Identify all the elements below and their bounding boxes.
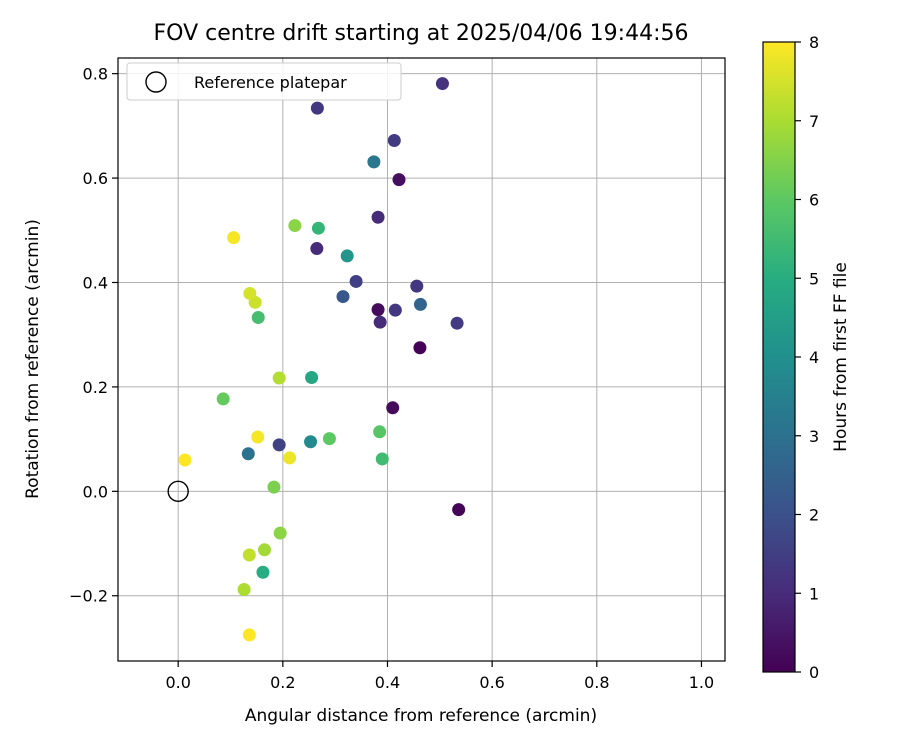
legend-entry-reference: Reference platepar xyxy=(194,73,347,92)
data-point xyxy=(272,371,286,385)
chart-title: FOV centre drift starting at 2025/04/06 … xyxy=(154,21,689,46)
data-point xyxy=(272,438,286,452)
colorbar-tick-label: 6 xyxy=(809,191,819,210)
colorbar-tick-label: 4 xyxy=(809,348,819,367)
y-tick-label: 0.2 xyxy=(83,378,108,397)
data-point xyxy=(375,452,389,466)
data-point xyxy=(336,290,350,304)
data-point xyxy=(241,447,255,461)
data-point xyxy=(386,401,400,415)
y-tick-label: 0.4 xyxy=(83,273,108,292)
y-axis-label: Rotation from reference (arcmin) xyxy=(23,219,43,499)
data-point xyxy=(227,231,241,245)
data-points xyxy=(178,77,466,642)
data-point xyxy=(251,310,265,324)
data-point xyxy=(371,303,385,317)
plot-frame xyxy=(117,57,726,662)
data-point xyxy=(310,242,324,256)
data-point xyxy=(304,435,318,449)
data-point xyxy=(258,543,272,557)
data-point xyxy=(242,548,256,562)
colorbar-tick-label: 5 xyxy=(809,269,819,288)
colorbar-tick-label: 8 xyxy=(809,33,819,52)
data-point xyxy=(367,155,381,169)
colorbar: 0 1 2 3 4 5 6 7 8 Hours from first FF file xyxy=(762,33,851,682)
data-point xyxy=(273,526,287,540)
data-point xyxy=(373,425,387,439)
data-point xyxy=(392,173,406,187)
x-tick-label: 0.8 xyxy=(584,673,609,692)
data-point xyxy=(256,565,270,579)
data-point xyxy=(322,432,336,446)
data-point xyxy=(410,279,424,293)
x-axis-ticks: 0.0 0.2 0.4 0.6 0.8 1.0 xyxy=(165,661,714,692)
data-point xyxy=(242,628,256,642)
colorbar-ticks: 0 1 2 3 4 5 6 7 8 xyxy=(795,33,819,682)
colorbar-tick-label: 7 xyxy=(809,112,819,131)
data-point xyxy=(288,219,302,233)
data-point xyxy=(435,77,449,91)
data-point xyxy=(413,341,427,355)
y-axis-ticks: −0.2 0.0 0.2 0.4 0.6 0.8 xyxy=(69,65,118,606)
x-tick-label: 0.2 xyxy=(270,673,295,692)
y-tick-label: −0.2 xyxy=(69,587,108,606)
reference-marker xyxy=(167,480,189,503)
data-point xyxy=(283,451,297,465)
colorbar-gradient xyxy=(763,42,795,672)
colorbar-tick-label: 0 xyxy=(809,663,819,682)
x-tick-label: 1.0 xyxy=(689,673,714,692)
x-tick-label: 0.4 xyxy=(375,673,400,692)
data-point xyxy=(413,297,427,311)
data-point xyxy=(388,303,402,317)
data-point xyxy=(243,286,257,300)
colorbar-tick-label: 2 xyxy=(809,506,819,525)
legend-marker-reference xyxy=(145,71,167,93)
data-point xyxy=(349,274,363,288)
x-axis-label: Angular distance from reference (arcmin) xyxy=(245,706,597,726)
reference-point xyxy=(167,480,189,503)
data-point xyxy=(452,503,466,517)
data-point xyxy=(340,249,354,263)
data-point xyxy=(387,133,401,147)
data-point xyxy=(216,392,230,406)
colorbar-tick-label: 3 xyxy=(809,427,819,446)
y-tick-label: 0.6 xyxy=(83,169,108,188)
data-point xyxy=(311,221,325,235)
x-tick-label: 0.6 xyxy=(479,673,504,692)
x-tick-label: 0.0 xyxy=(165,673,190,692)
data-point xyxy=(305,371,319,385)
data-point xyxy=(267,480,281,494)
data-point xyxy=(450,316,464,330)
grid xyxy=(118,58,725,661)
y-tick-label: 0.8 xyxy=(83,65,108,84)
data-point xyxy=(373,315,387,329)
data-point xyxy=(237,582,251,596)
y-tick-label: 0.0 xyxy=(83,482,108,501)
data-point xyxy=(310,101,324,115)
data-point xyxy=(178,453,192,467)
colorbar-tick-label: 1 xyxy=(809,584,819,603)
data-point xyxy=(371,210,385,224)
legend: Reference platepar xyxy=(126,62,402,101)
colorbar-label: Hours from first FF file xyxy=(831,262,851,452)
legend-box xyxy=(126,62,402,101)
data-point xyxy=(251,430,265,444)
